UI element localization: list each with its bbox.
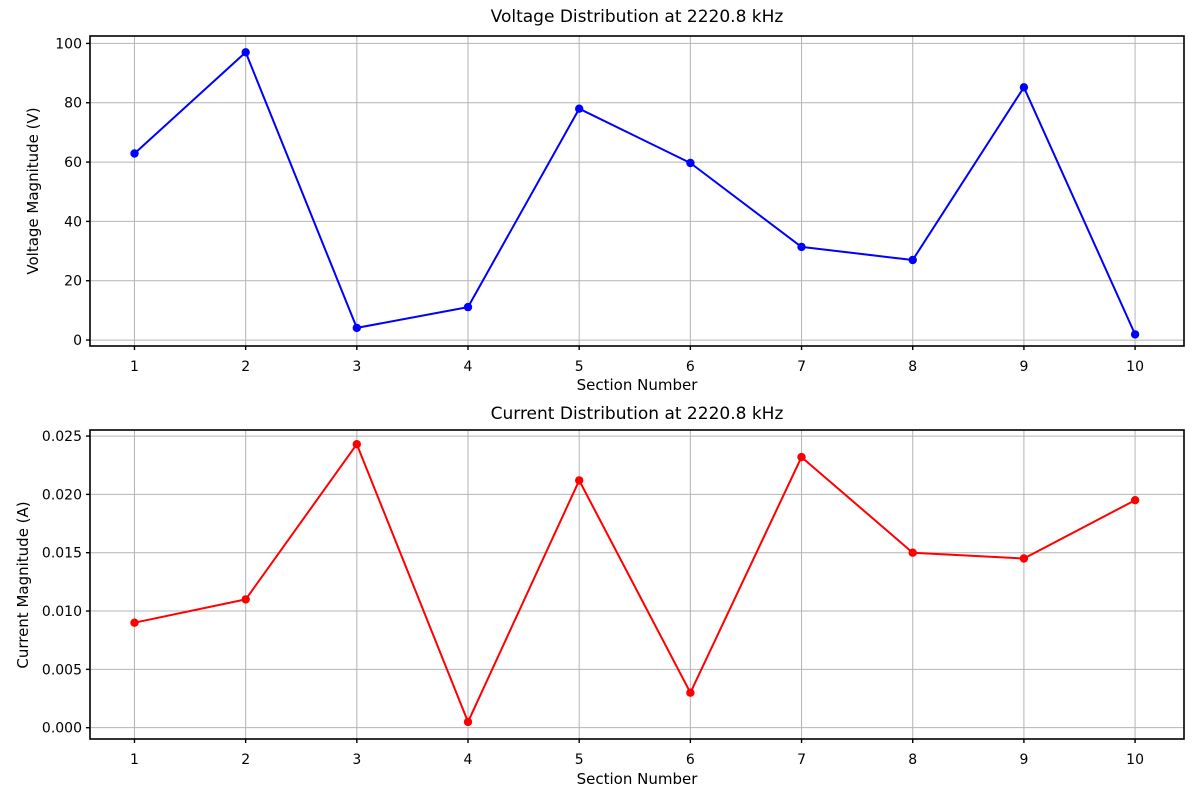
- y-tick-label: 0.025: [42, 429, 82, 445]
- x-tick-label: 10: [1126, 752, 1144, 768]
- x-tick-label: 6: [686, 752, 695, 768]
- data-point-marker: [797, 242, 806, 252]
- y-tick-label: 100: [55, 36, 82, 52]
- voltage-x-axis-label: Section Number: [576, 376, 698, 394]
- axes-spines: [89, 35, 1185, 347]
- y-tick-label: 20: [64, 274, 82, 290]
- data-point-marker: [241, 595, 250, 604]
- x-tick-label: 9: [1019, 359, 1028, 375]
- data-point-marker: [463, 302, 473, 312]
- x-tick-label: 2: [241, 752, 250, 768]
- data-point-marker: [1130, 330, 1140, 339]
- data-point-marker: [352, 323, 361, 333]
- data-point-marker: [575, 104, 584, 113]
- data-point-marker: [1019, 83, 1029, 92]
- current-x-axis-label: Section Number: [576, 770, 698, 788]
- data-line: [133, 51, 1137, 336]
- y-tick-label: 60: [64, 155, 82, 171]
- current-chart-title: Current Distribution at 2220.8 kHz: [490, 404, 784, 424]
- x-tick-label: 6: [686, 359, 695, 375]
- x-tick-label: 7: [797, 752, 806, 768]
- y-tick-label: 0: [73, 333, 82, 349]
- data-point-marker: [908, 255, 917, 265]
- x-tick-label: 5: [575, 752, 584, 768]
- y-tick-label: 0.015: [42, 546, 82, 562]
- data-point-marker: [352, 440, 361, 449]
- y-tick-label: 0.000: [42, 721, 82, 737]
- voltage-y-axis-label: Voltage Magnitude (V): [24, 107, 42, 275]
- x-tick-label: 3: [352, 359, 361, 375]
- data-point-marker: [908, 548, 917, 557]
- data-point-marker: [1130, 496, 1140, 505]
- data-line: [133, 443, 1137, 723]
- x-tick-label: 7: [797, 359, 806, 375]
- y-tick-label: 0.010: [42, 604, 82, 620]
- chart-1: 1 2 3 4 5 6 7 8 9 10 0.000 0.005 0.010 0.015 0.020 0.02…: [42, 429, 1185, 768]
- data-point-marker: [797, 452, 806, 462]
- x-tick-label: 4: [464, 752, 473, 768]
- x-tick-label: 4: [464, 359, 473, 375]
- x-tick-label: 10: [1126, 359, 1144, 375]
- x-tick-label: 1: [130, 359, 139, 375]
- data-point-marker: [575, 476, 584, 485]
- data-point-marker: [1019, 554, 1029, 563]
- data-point-marker: [686, 688, 695, 697]
- voltage-chart-title: Voltage Distribution at 2220.8 kHz: [490, 7, 784, 27]
- data-point-marker: [686, 158, 695, 168]
- current-y-axis-label: Current Magnitude (A): [14, 501, 32, 669]
- x-tick-label: 9: [1019, 752, 1028, 768]
- axes-spines: [89, 429, 1185, 740]
- data-point-marker: [241, 48, 250, 57]
- data-point-marker: [130, 618, 139, 627]
- data-point-marker: [130, 149, 139, 158]
- x-tick-label: 8: [908, 359, 917, 375]
- x-tick-label: 1: [130, 752, 139, 768]
- y-tick-label: 0.005: [42, 662, 82, 678]
- x-tick-label: 5: [575, 359, 584, 375]
- y-tick-label: 80: [64, 96, 82, 112]
- data-point-marker: [463, 717, 473, 727]
- x-tick-label: 2: [241, 359, 250, 375]
- x-tick-label: 3: [352, 752, 361, 768]
- y-tick-label: 40: [64, 214, 82, 230]
- y-tick-label: 0.020: [42, 487, 82, 503]
- x-tick-label: 8: [908, 752, 917, 768]
